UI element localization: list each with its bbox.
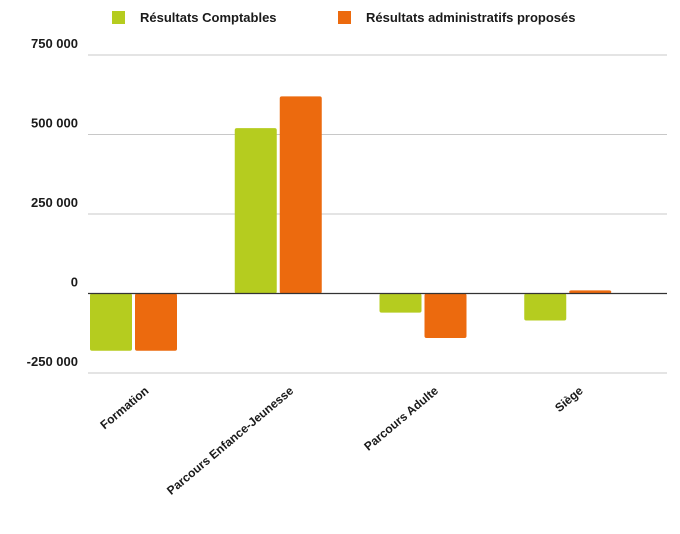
y-tick-label: 250 000 xyxy=(31,195,78,210)
y-axis: 750 000 500 000 250 000 0 -250 000 xyxy=(27,36,78,369)
x-tick-label: Formation xyxy=(97,384,151,432)
bar xyxy=(279,96,322,294)
x-tick-label: Parcours Enfance-Jeunesse xyxy=(164,383,296,497)
legend: Résultats Comptables Résultats administra… xyxy=(112,10,576,25)
legend-label: Résultats administratifs proposés xyxy=(366,10,576,25)
bar xyxy=(135,293,177,351)
bar xyxy=(379,293,422,313)
bar xyxy=(569,290,612,294)
bar xyxy=(524,293,567,321)
gridlines xyxy=(88,54,667,374)
legend-swatch xyxy=(338,11,351,24)
bar xyxy=(90,293,132,351)
y-tick-label: 500 000 xyxy=(31,116,78,131)
x-tick-label: Parcours Adulte xyxy=(361,383,441,453)
legend-swatch xyxy=(112,11,125,24)
y-tick-label: 0 xyxy=(71,275,78,290)
x-tick-label: Siège xyxy=(552,383,586,415)
bar xyxy=(234,128,277,294)
y-tick-label: 750 000 xyxy=(31,36,78,51)
bars xyxy=(90,96,612,351)
legend-label: Résultats Comptables xyxy=(140,10,277,25)
bar xyxy=(424,293,467,339)
y-tick-label: -250 000 xyxy=(27,354,78,369)
x-axis: Formation Parcours Enfance-Jeunesse Parcou… xyxy=(97,383,585,497)
